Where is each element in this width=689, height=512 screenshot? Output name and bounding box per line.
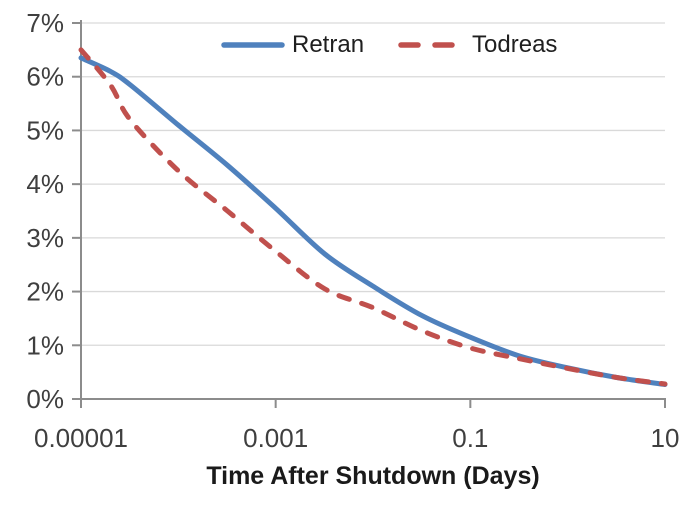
todreas-line: [78, 47, 668, 387]
retran-line: [78, 55, 668, 387]
legend-label-retran: Retran: [292, 31, 365, 58]
chart-legend: Retran Todreas: [221, 30, 557, 60]
y-axis-tick-label: 2%: [26, 277, 64, 307]
legend-line-retran: [221, 40, 285, 50]
y-axis-tick-label: 1%: [26, 330, 64, 360]
y-axis-tick-label: 5%: [26, 115, 64, 145]
x-axis-tick-label: 0.1: [452, 423, 488, 453]
x-axis-tick-label: 0.00001: [34, 423, 128, 453]
x-axis-tick-label: 0.001: [243, 423, 308, 453]
y-axis-tick-label: 4%: [26, 169, 64, 199]
x-axis-tick-label: 10: [651, 423, 680, 453]
x-axis-title: Time After Shutdown (Days): [206, 462, 540, 490]
y-axis-tick-label: 0%: [26, 384, 64, 414]
y-axis-tick-label: 7%: [26, 8, 64, 38]
y-axis-tick-label: 6%: [26, 62, 64, 92]
legend-line-todreas: [397, 40, 465, 50]
legend-label-todreas: Todreas: [472, 31, 558, 58]
y-axis-tick-label: 3%: [26, 223, 64, 253]
